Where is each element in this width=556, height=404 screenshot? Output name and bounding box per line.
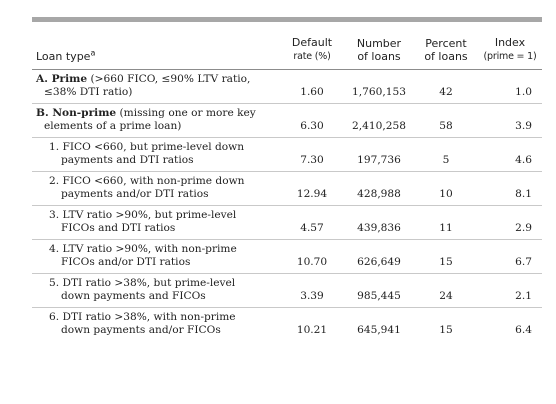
cell-percent-of-loans: 11: [414, 205, 478, 240]
cell-percent-of-loans: 15: [439, 324, 453, 336]
cell-percent-of-loans: 10: [414, 171, 478, 206]
cell-number-of-loans: 439,836: [344, 205, 414, 240]
cell-default-rate: 4.57: [280, 205, 344, 240]
cell-default-rate: 3.39: [280, 273, 344, 308]
table-top-rule: [32, 17, 542, 22]
table-row-non-prime: B. Non-prime (missing one or more key ele…: [32, 103, 542, 138]
cell-default-rate: 7.30: [280, 137, 344, 172]
cell-default-rate: 1.60: [280, 69, 344, 104]
header-number-of-loans: Number of loans: [344, 26, 414, 70]
cell-index: 8.1: [478, 171, 542, 206]
cell-number-of-loans: 428,988: [344, 171, 414, 206]
row-label: A. Prime (>660 FICO, ≤90% LTV ratio, ≤38%…: [32, 69, 280, 104]
row-label: 5. DTI ratio >38%, but prime-level down p…: [32, 273, 280, 308]
cell-index: 1.0: [478, 69, 542, 104]
header-loan-type: Loan typea: [32, 26, 280, 70]
loan-default-table: Loan typea Default rate (%) Number of loan…: [32, 26, 542, 341]
cell-percent-of-loans: 42: [414, 69, 478, 104]
cell-index: 6.7: [478, 239, 542, 274]
cell-number-of-loans: 2,410,258: [344, 103, 414, 138]
cell-index: 6.4: [515, 324, 532, 336]
row-label: 2. FICO <660, with non-prime down payment…: [32, 171, 280, 206]
table-row-subtype-3: 3. LTV ratio >90%, but prime-level FICOs …: [32, 205, 542, 240]
header-default-rate: Default rate (%): [280, 26, 344, 70]
cell-default-rate: 6.30: [280, 103, 344, 138]
cell-default-rate: 12.94: [280, 171, 344, 206]
table-row-subtype-6: 6. DTI ratio >38%, with non-prime down pa…: [32, 308, 542, 342]
row-label: B. Non-prime (missing one or more key ele…: [32, 103, 280, 138]
row-label: 4. LTV ratio >90%, with non-prime FICOs a…: [32, 239, 280, 274]
cell-number-of-loans: 626,649: [344, 239, 414, 274]
row-label: 1. FICO <660, but prime-level down paymen…: [32, 137, 280, 172]
cell-percent-of-loans: 58: [414, 103, 478, 138]
row-label: 3. LTV ratio >90%, but prime-level FICOs …: [32, 205, 280, 240]
header-index: Index (prime = 1): [478, 26, 542, 70]
table-row-subtype-1: 1. FICO <660, but prime-level down paymen…: [32, 137, 542, 172]
cell-index: 4.6: [478, 137, 542, 172]
cell-number-of-loans: 645,941: [357, 324, 401, 336]
cell-number-of-loans: 197,736: [344, 137, 414, 172]
cell-index: 2.9: [478, 205, 542, 240]
table-row-subtype-4: 4. LTV ratio >90%, with non-prime FICOs a…: [32, 239, 542, 274]
footnote-marker: a: [90, 48, 96, 58]
header-percent-of-loans: Percent of loans: [414, 26, 478, 70]
cell-percent-of-loans: 24: [414, 273, 478, 308]
table-row-subtype-2: 2. FICO <660, with non-prime down payment…: [32, 171, 542, 206]
cell-index: 2.1: [478, 273, 542, 308]
cell-percent-of-loans: 5: [414, 137, 478, 172]
cell-number-of-loans: 1,760,153: [344, 69, 414, 104]
cell-percent-of-loans: 15: [414, 239, 478, 274]
table-row-prime: A. Prime (>660 FICO, ≤90% LTV ratio, ≤38%…: [32, 69, 542, 104]
row-label: 6. DTI ratio >38%, with non-prime down pa…: [49, 311, 236, 336]
cell-default-rate: 10.70: [280, 239, 344, 274]
table-row-subtype-5: 5. DTI ratio >38%, but prime-level down p…: [32, 273, 542, 308]
table-header-row: Loan typea Default rate (%) Number of loan…: [32, 26, 542, 70]
cell-index: 3.9: [478, 103, 542, 138]
cell-default-rate: 10.21: [296, 324, 328, 336]
cell-number-of-loans: 985,445: [344, 273, 414, 308]
